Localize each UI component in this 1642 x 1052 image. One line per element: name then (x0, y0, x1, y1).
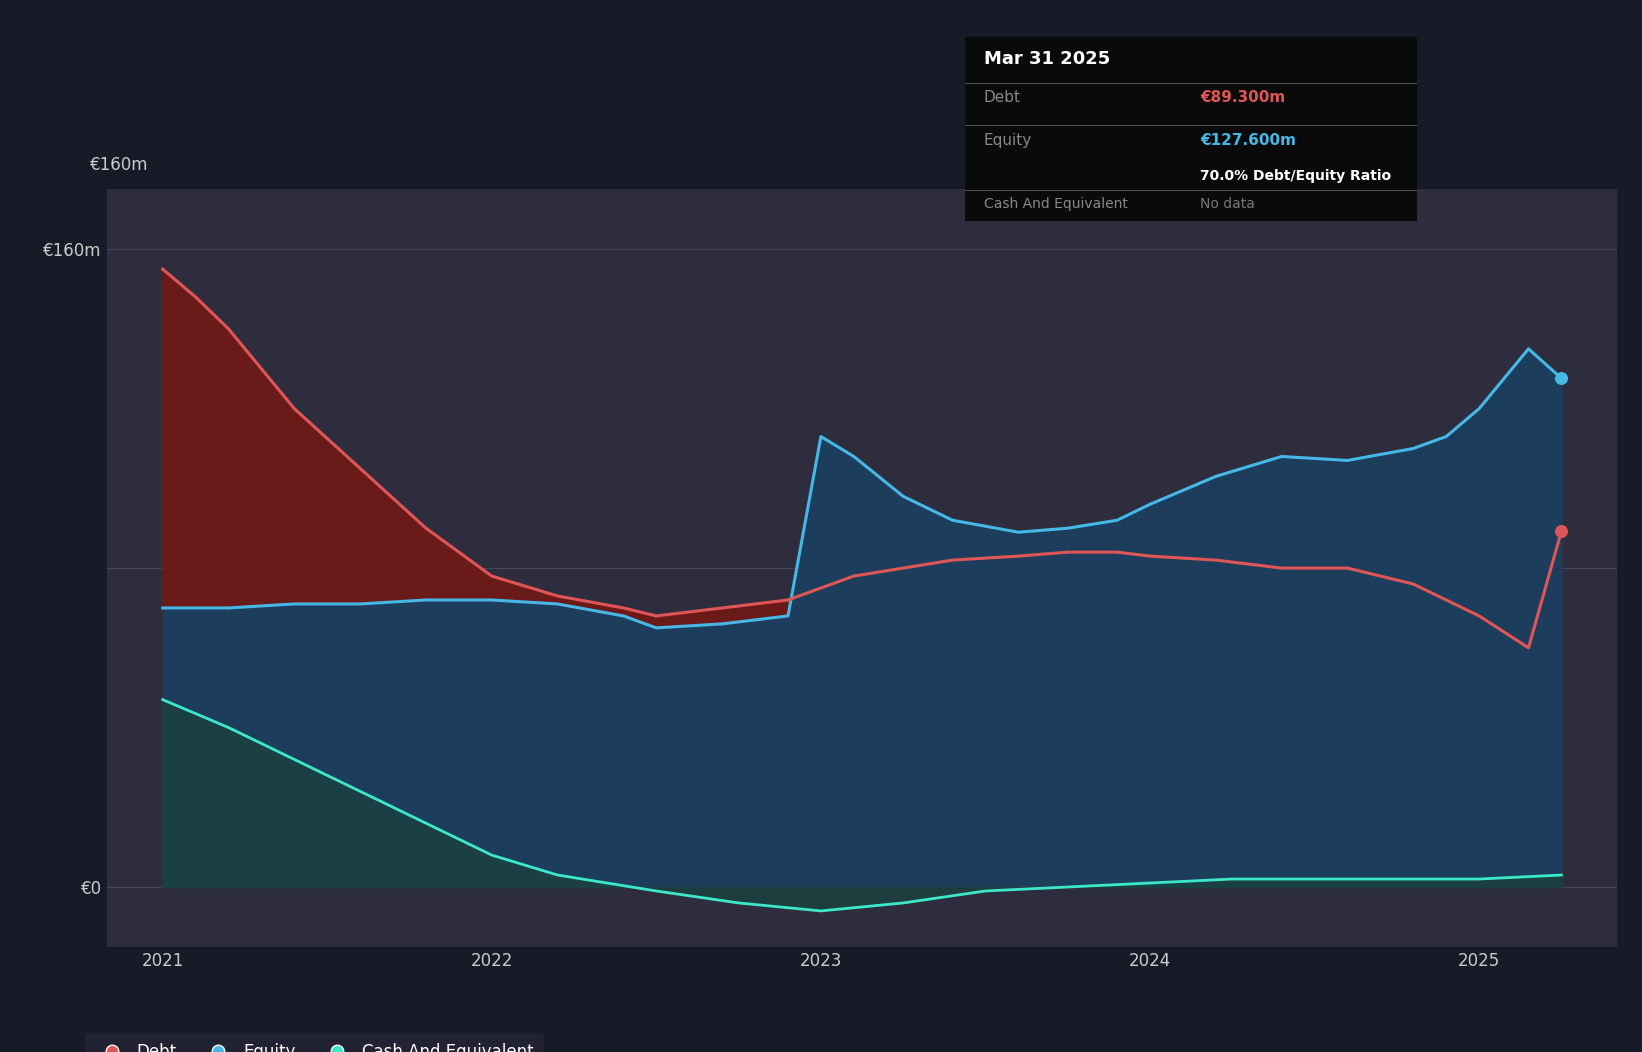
Text: Mar 31 2025: Mar 31 2025 (984, 49, 1110, 67)
Text: €160m: €160m (90, 156, 149, 174)
Text: Equity: Equity (984, 133, 1031, 147)
Text: Cash And Equivalent: Cash And Equivalent (984, 197, 1128, 211)
Text: No data: No data (1200, 197, 1254, 211)
Text: Debt: Debt (984, 90, 1021, 105)
Text: €89.300m: €89.300m (1200, 90, 1286, 105)
Text: €127.600m: €127.600m (1200, 133, 1296, 147)
Point (1548, 523, 1575, 540)
Point (1548, 370, 1575, 387)
Text: 70.0% Debt/Equity Ratio: 70.0% Debt/Equity Ratio (1200, 169, 1391, 183)
Legend: Debt, Equity, Cash And Equivalent: Debt, Equity, Cash And Equivalent (85, 1033, 544, 1052)
